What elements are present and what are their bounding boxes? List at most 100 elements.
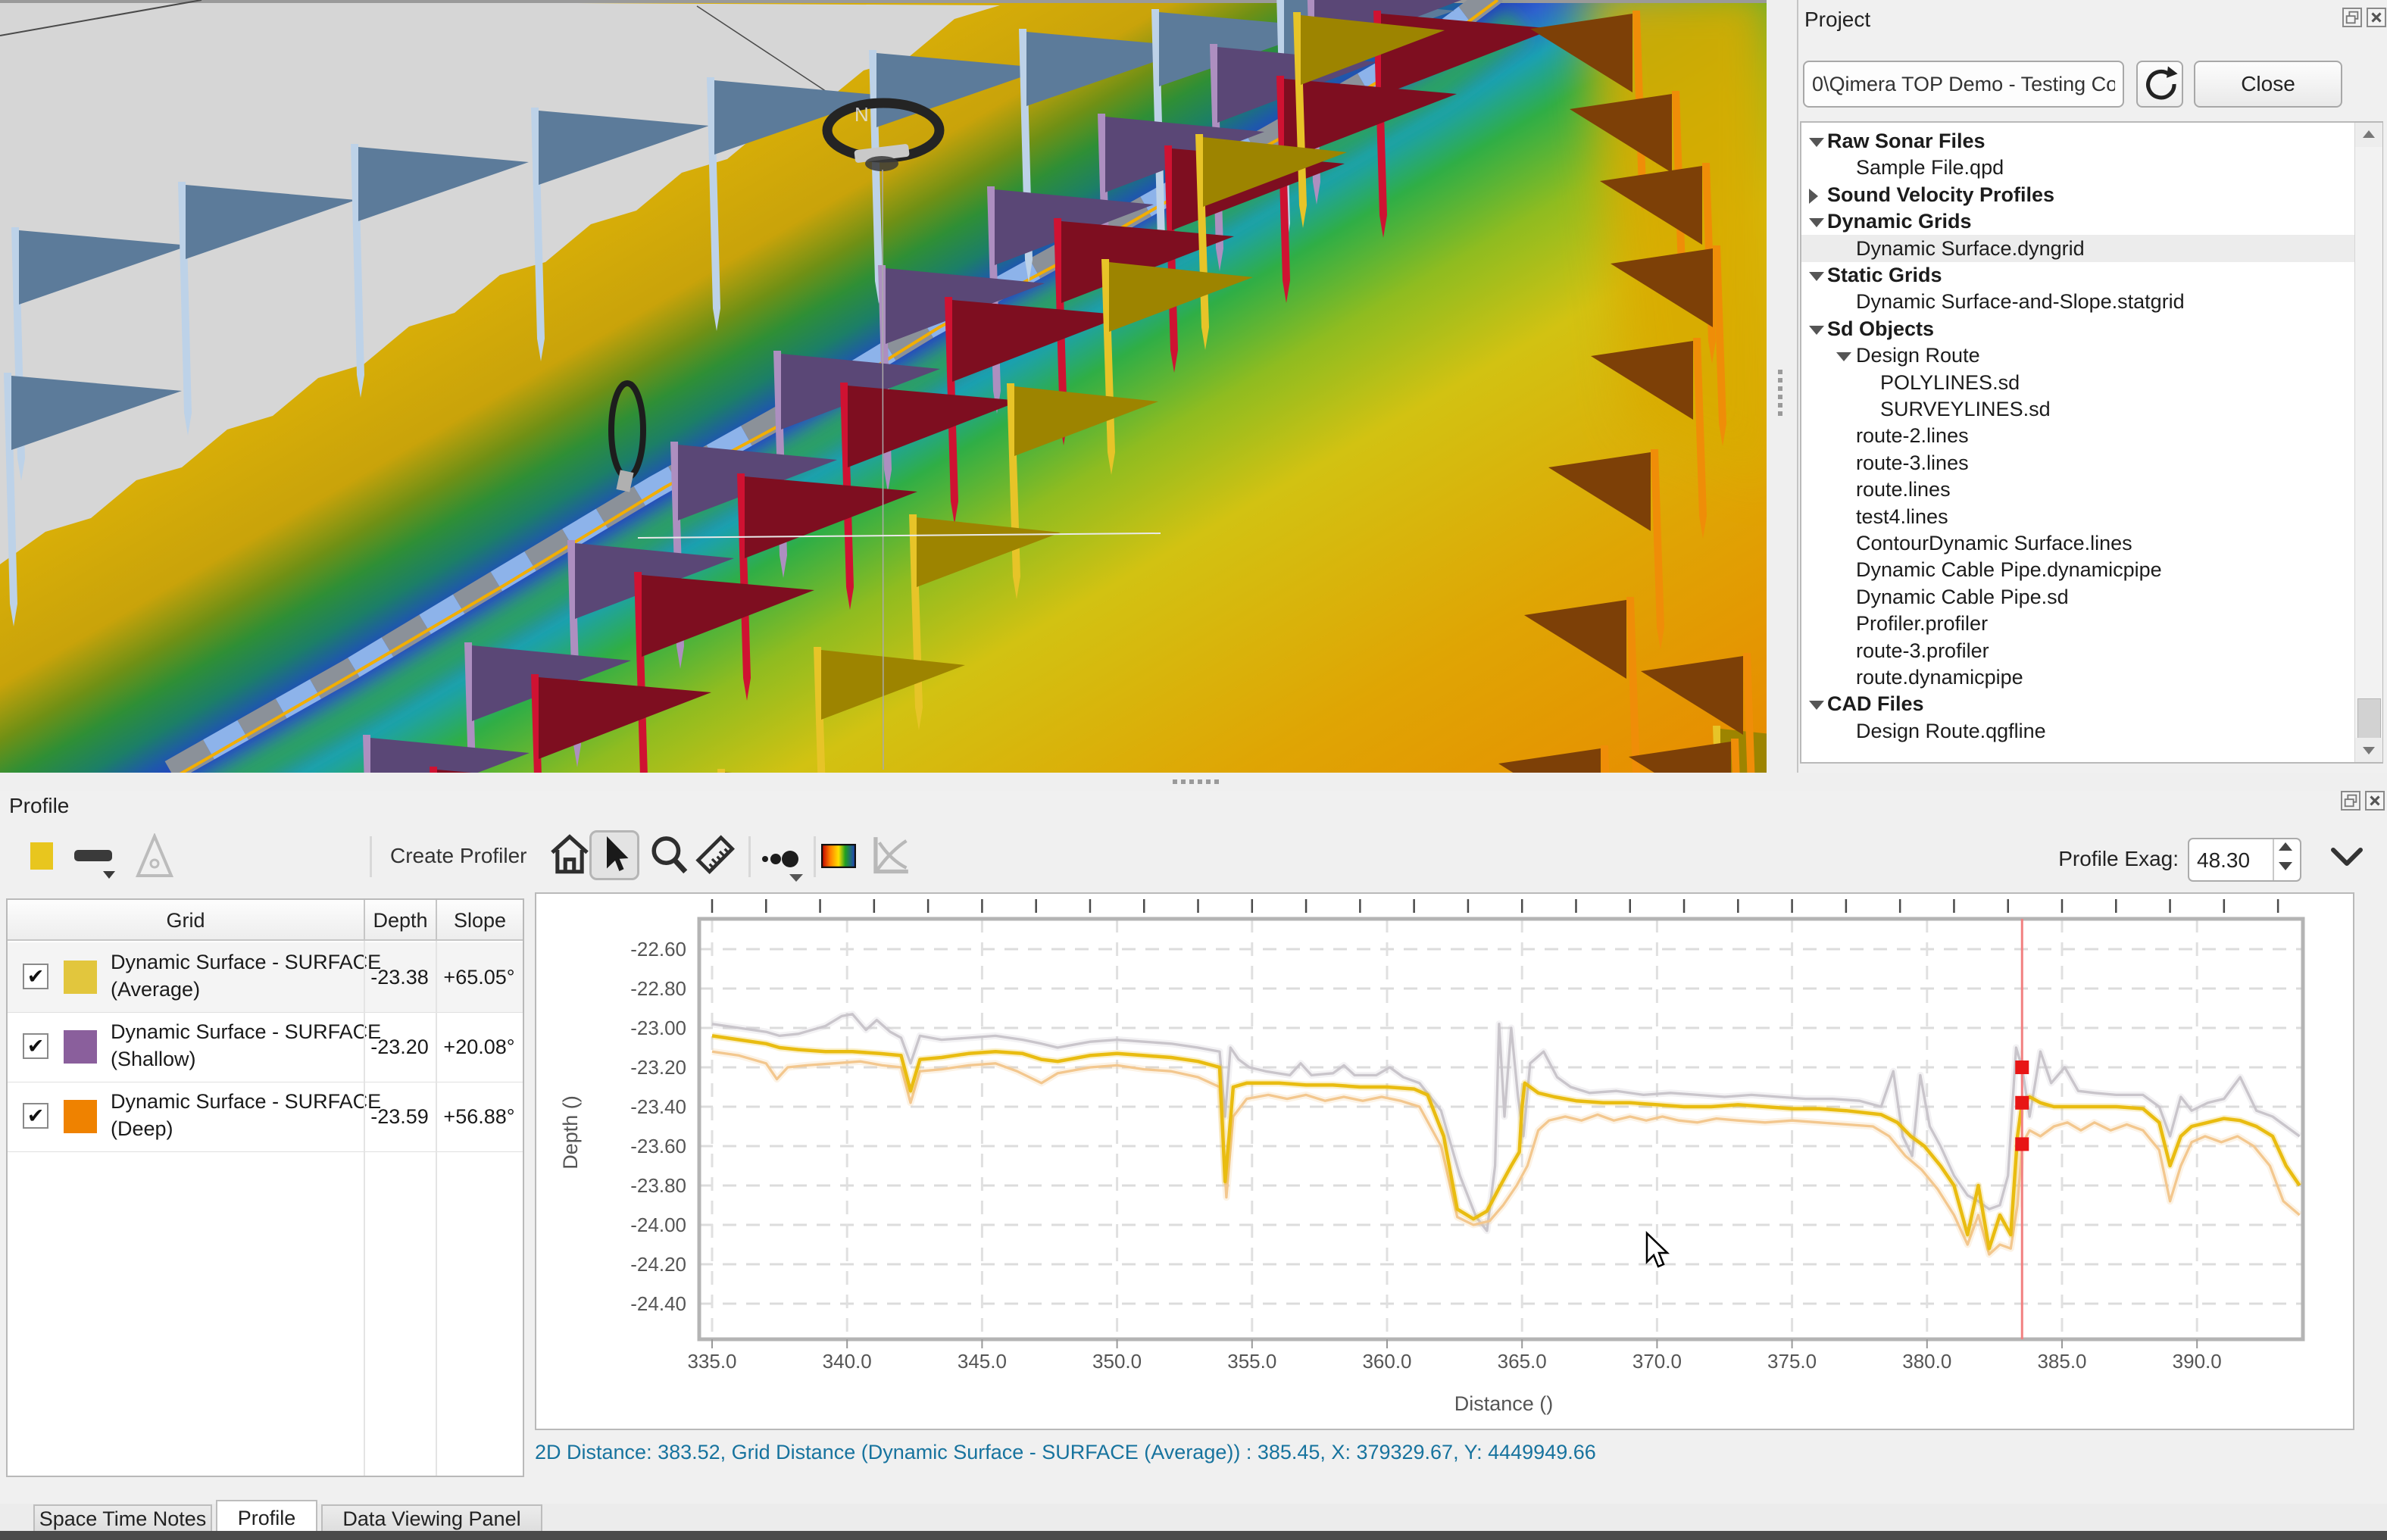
project-path-input[interactable]: [1803, 61, 2124, 108]
column-header-grid[interactable]: Grid: [8, 900, 364, 941]
tree-item-profiler-profiler[interactable]: Profiler.profiler: [1801, 610, 2354, 637]
zoom-icon[interactable]: [648, 833, 691, 879]
colormap-icon[interactable]: [821, 844, 856, 868]
tree-item-route-lines[interactable]: route.lines: [1801, 476, 2354, 503]
tree-item-dynamic-cable-pipe-sd[interactable]: Dynamic Cable Pipe.sd: [1801, 583, 2354, 611]
tree-item-test4-lines[interactable]: test4.lines: [1801, 503, 2354, 530]
tree-item-design-route[interactable]: Design Route: [1801, 342, 2354, 369]
tree-item-label: Dynamic Surface.dyngrid: [1856, 236, 2085, 260]
tab-data-viewing-panel[interactable]: Data Viewing Panel: [321, 1504, 542, 1531]
line-style-button[interactable]: [73, 842, 118, 880]
grid-name: Dynamic Surface - SURFACE (Average): [111, 951, 382, 1001]
tree-item-label: Raw Sonar Files: [1827, 130, 1986, 152]
chevron-down-icon[interactable]: [1809, 137, 1824, 147]
series-color-swatch-button[interactable]: [30, 842, 53, 870]
svg-text:355.0: 355.0: [1227, 1350, 1276, 1373]
scroll-down-icon[interactable]: [2355, 738, 2382, 762]
tab-space-time-notes[interactable]: Space Time Notes: [33, 1504, 212, 1531]
svg-text:-24.40: -24.40: [630, 1292, 686, 1315]
profile-exag-spinbox[interactable]: [2188, 838, 2301, 882]
tree-item-route-3-lines[interactable]: route-3.lines: [1801, 449, 2354, 476]
tree-item-label: route.dynamicpipe: [1856, 666, 2023, 689]
chevron-down-icon[interactable]: [1809, 271, 1824, 281]
profile-exag-label: Profile Exag:: [2058, 847, 2179, 870]
row-color-swatch[interactable]: [64, 961, 97, 994]
svg-text:345.0: 345.0: [958, 1350, 1007, 1373]
tree-item-label: Sound Velocity Profiles: [1827, 183, 2055, 206]
column-header-depth[interactable]: Depth: [364, 900, 436, 941]
float-icon[interactable]: [2342, 8, 2362, 27]
tree-item-label: route-2.lines: [1856, 424, 1969, 448]
svg-text:340.0: 340.0: [823, 1350, 872, 1373]
tree-item-dynamic-surface-dyngrid[interactable]: Dynamic Surface.dyngrid: [1801, 234, 2354, 262]
tree-item-label: route-3.lines: [1856, 451, 1969, 474]
tree-item-contourdynamic-surface-lines[interactable]: ContourDynamic Surface.lines: [1801, 529, 2354, 557]
tree-item-dynamic-cable-pipe-dynamicpipe[interactable]: Dynamic Cable Pipe.dynamicpipe: [1801, 556, 2354, 583]
tree-item-dynamic-surface-and-slope-statgrid[interactable]: Dynamic Surface-and-Slope.statgrid: [1801, 288, 2354, 315]
tab-profile[interactable]: Profile: [216, 1500, 317, 1531]
column-header-slope[interactable]: Slope: [436, 900, 523, 941]
row-checkbox[interactable]: ✔: [23, 964, 48, 989]
tree-item-static-grids[interactable]: Static Grids: [1801, 261, 2354, 289]
3d-scene-view[interactable]: N: [0, 0, 1767, 773]
ruler-icon[interactable]: [692, 830, 739, 880]
row-color-swatch[interactable]: [64, 1100, 97, 1133]
tree-item-cad-files[interactable]: CAD Files: [1801, 690, 2354, 717]
profile-chart[interactable]: 335.0 340.0 345.0 350.0 355.0 360.0 365.0 370.0…: [535, 892, 2354, 1430]
svg-text:-22.60: -22.60: [630, 938, 686, 961]
tree-item-design-route-qgfline[interactable]: Design Route.qgfline: [1801, 717, 2354, 745]
tree-scrollbar[interactable]: [2354, 123, 2382, 762]
project-panel-title: Project: [1804, 8, 1871, 31]
chevron-down-icon[interactable]: [1809, 218, 1824, 228]
profile-exag-input[interactable]: [2195, 841, 2274, 880]
svg-text:375.0: 375.0: [1767, 1350, 1817, 1373]
row-checkbox[interactable]: ✔: [23, 1033, 48, 1059]
tree-item-label: Profiler.profiler: [1856, 612, 1989, 636]
tree-item-sample-file-qpd[interactable]: Sample File.qpd: [1801, 154, 2354, 181]
table-row[interactable]: ✔ Dynamic Surface - SURFACE (Shallow) -23.2…: [8, 1012, 523, 1082]
select-cursor-button[interactable]: [589, 830, 639, 880]
slope-value: +20.08°: [443, 1036, 515, 1058]
tree-item-sound-velocity-profiles[interactable]: Sound Velocity Profiles: [1801, 181, 2354, 208]
vertical-splitter[interactable]: [1767, 0, 1797, 773]
spin-down-icon[interactable]: [2273, 861, 2298, 879]
chevron-down-icon[interactable]: [1809, 325, 1824, 335]
toolbar-separator: [370, 836, 372, 877]
table-row[interactable]: ✔ Dynamic Surface - SURFACE (Deep) -23.59 +5…: [8, 1082, 523, 1152]
close-icon[interactable]: [2365, 791, 2385, 811]
ring-marker: [608, 380, 1161, 539]
tree-item-label: test4.lines: [1856, 504, 1948, 528]
tree-item-label: Dynamic Cable Pipe.dynamicpipe: [1856, 558, 2162, 582]
row-color-swatch[interactable]: [64, 1030, 97, 1064]
project-close-button[interactable]: Close: [2194, 61, 2342, 108]
scroll-up-icon[interactable]: [2355, 123, 2382, 147]
svg-text:380.0: 380.0: [1902, 1350, 1951, 1373]
chevron-down-icon[interactable]: [1809, 701, 1824, 711]
close-icon[interactable]: [2367, 8, 2386, 27]
float-icon[interactable]: [2341, 791, 2360, 811]
triangle-tool-icon[interactable]: [135, 833, 174, 879]
chevron-right-icon[interactable]: [1809, 188, 1818, 204]
horizontal-splitter[interactable]: [0, 773, 2387, 791]
point-size-dots-icon[interactable]: [758, 836, 812, 883]
spin-up-icon[interactable]: [2273, 841, 2298, 860]
chevron-down-icon[interactable]: [1836, 352, 1851, 362]
tree-item-route-dynamicpipe[interactable]: route.dynamicpipe: [1801, 664, 2354, 691]
row-checkbox[interactable]: ✔: [23, 1103, 48, 1129]
tree-item-dynamic-grids[interactable]: Dynamic Grids: [1801, 208, 2354, 235]
home-icon[interactable]: [548, 833, 591, 879]
tree-item-label: Dynamic Surface-and-Slope.statgrid: [1856, 290, 2185, 314]
bottom-tab-bar: Space Time Notes Profile Data Viewing Pane…: [0, 1500, 2387, 1531]
tree-item-polylines-sd[interactable]: POLYLINES.sd: [1801, 369, 2354, 396]
tree-item-route-2-lines[interactable]: route-2.lines: [1801, 422, 2354, 449]
refresh-button[interactable]: [2136, 61, 2183, 108]
tree-item-sd-objects[interactable]: Sd Objects: [1801, 315, 2354, 342]
depth-value: -23.38: [370, 966, 429, 989]
tree-item-raw-sonar-files[interactable]: Raw Sonar Files: [1801, 127, 2354, 155]
tree-item-surveylines-sd[interactable]: SURVEYLINES.sd: [1801, 395, 2354, 423]
tree-item-label: POLYLINES.sd: [1880, 370, 2020, 394]
tree-item-route-3-profiler[interactable]: route-3.profiler: [1801, 637, 2354, 664]
table-row[interactable]: ✔ Dynamic Surface - SURFACE (Average) -23.3…: [8, 942, 523, 1013]
create-profiler-button[interactable]: Create Profiler: [390, 844, 527, 867]
chevron-down-icon[interactable]: [2330, 845, 2364, 871]
